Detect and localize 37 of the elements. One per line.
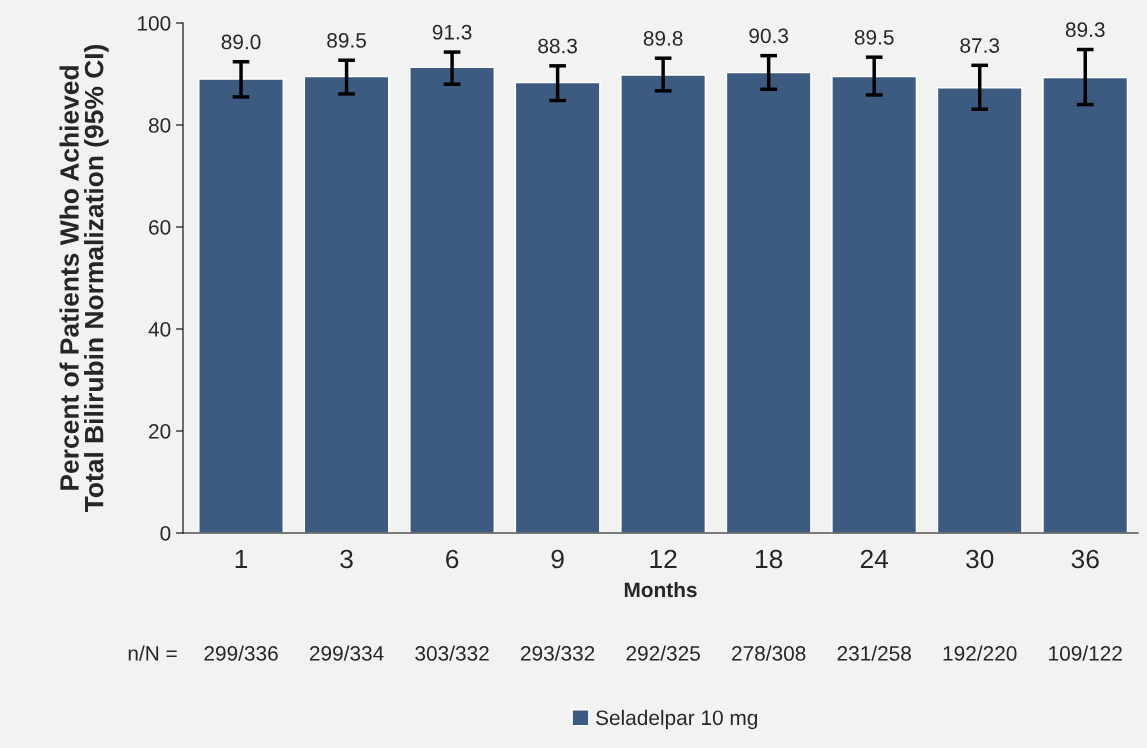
- data-label: 91.3: [432, 24, 472, 40]
- y-tick-label: 100: [138, 16, 171, 31]
- x-tick-label: 36: [1071, 549, 1099, 569]
- y-axis-title: Percent of Patients Who Achieved Total Bilirubin Normalization (95% CI): [59, 44, 109, 513]
- x-tick-label: 9: [551, 549, 564, 569]
- y-tick-label: 40: [148, 322, 171, 337]
- text: 192/220: [943, 645, 1017, 661]
- data-label: 89.5: [854, 29, 894, 45]
- x-tick-label: 6: [446, 549, 459, 569]
- data-label: 87.3: [960, 38, 1000, 53]
- y-tick-label: 0: [160, 526, 171, 541]
- text: 278/308: [732, 645, 806, 661]
- text: 299/336: [204, 645, 278, 661]
- data-label: 88.3: [538, 38, 577, 54]
- data-label: 89.5: [327, 33, 366, 48]
- y-tick-label: 80: [148, 118, 171, 133]
- y-tick-label: 20: [149, 424, 171, 439]
- x-tick-label: 1: [235, 549, 248, 569]
- x-tick-label: 24: [860, 549, 889, 569]
- data-label: 90.3: [749, 28, 789, 44]
- data-label: 89.0: [221, 34, 261, 50]
- x-tick-label: 12: [650, 549, 677, 569]
- x-tick-label: 3: [340, 549, 353, 569]
- x-axis-title: Months: [624, 581, 697, 598]
- text: 299/334: [309, 645, 384, 661]
- legend-label: Seladelpar 10 mg: [596, 709, 758, 730]
- data-label: 89.3: [1065, 22, 1105, 38]
- text: n/N =: [128, 645, 177, 661]
- text: 292/325: [626, 645, 700, 661]
- x-tick-label: 30: [966, 549, 994, 569]
- y-tick-label: 60: [149, 220, 171, 235]
- text: 303/332: [415, 645, 489, 661]
- data-label: 89.8: [643, 30, 683, 46]
- text: 231/258: [837, 645, 911, 661]
- x-tick-label: 18: [756, 549, 783, 569]
- text: 109/122: [1049, 645, 1122, 661]
- text: 293/332: [521, 645, 595, 661]
